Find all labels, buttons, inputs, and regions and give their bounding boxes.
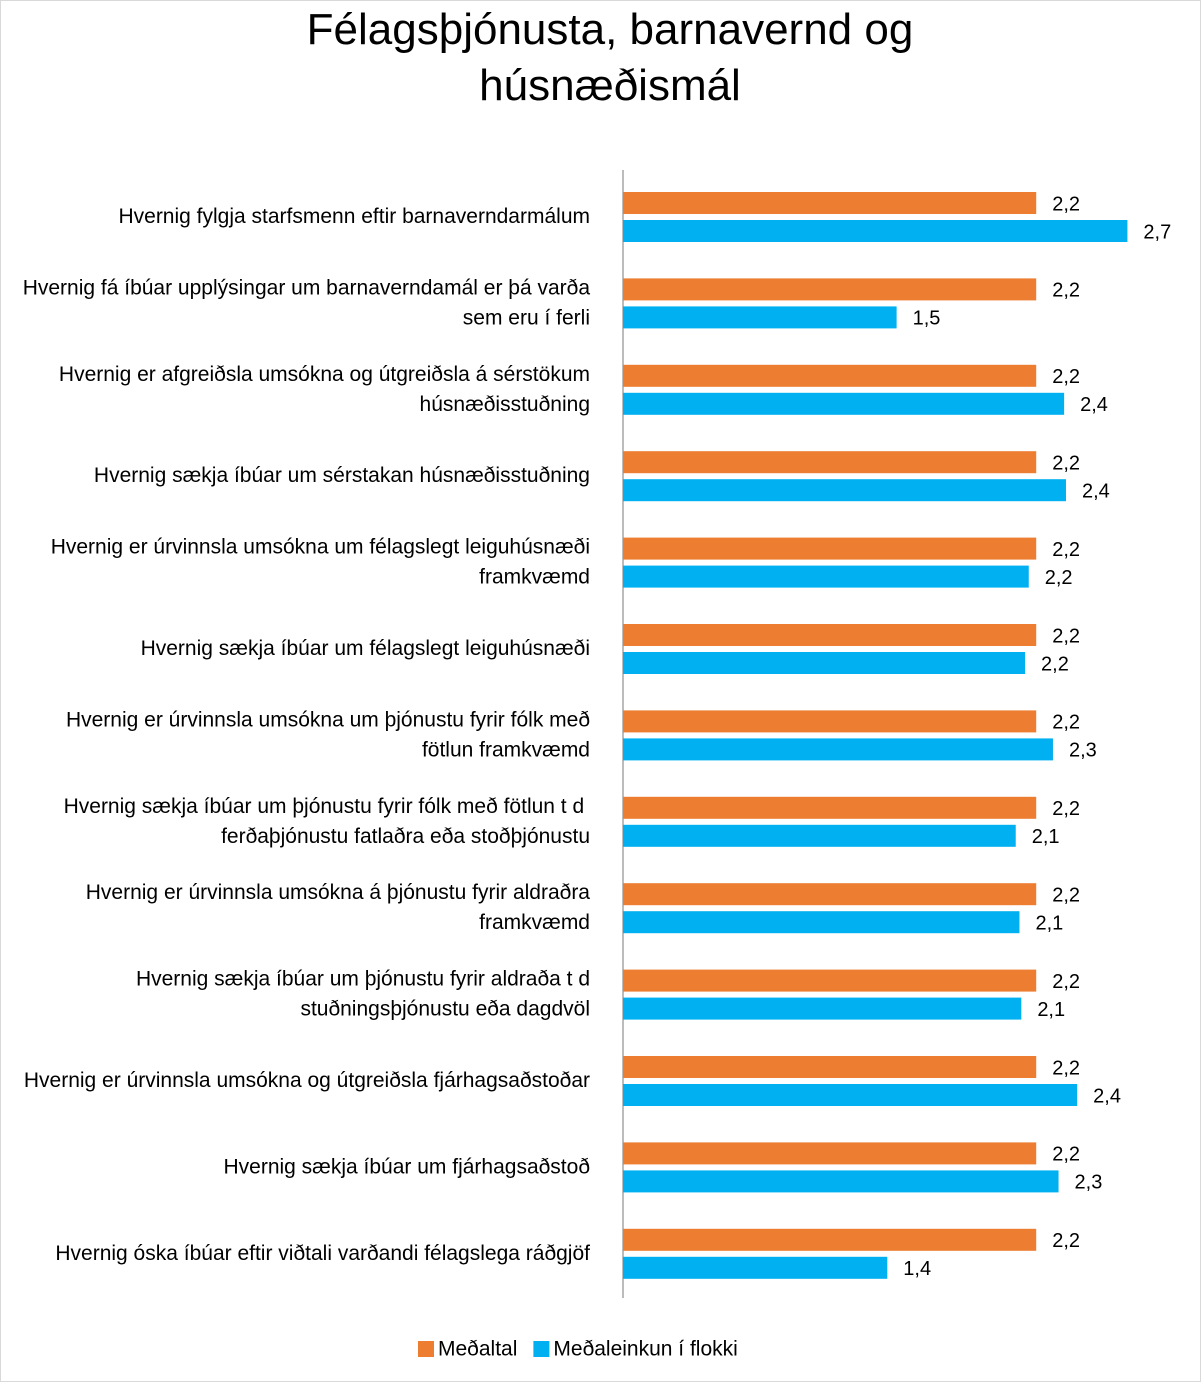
- category-label: Hvernig sækja íbúar um þjónustu fyrir al…: [136, 967, 590, 1020]
- bar: [623, 1056, 1037, 1078]
- value-label: 2,4: [1093, 1085, 1121, 1107]
- bar: [623, 220, 1128, 242]
- text-line: húsnæðisstuðning: [420, 392, 590, 415]
- bar: [623, 306, 897, 329]
- text-line: Hvernig er afgreiðsla umsókna og útgreið…: [59, 362, 590, 385]
- bar: [623, 1228, 1037, 1251]
- category-label: Hvernig er úrvinnsla umsókna um þjónustu…: [66, 708, 590, 761]
- category-label: Hvernig er úrvinnsla umsókna á þjónustu …: [86, 881, 591, 934]
- value-label: 2,2: [1045, 567, 1073, 589]
- value-label: 2,3: [1069, 740, 1097, 762]
- value-label: 2,2: [1052, 452, 1080, 474]
- category-label: Hvernig fylgja starfsmenn eftir barnaver…: [118, 205, 590, 228]
- text-line: stuðningsþjónustu eða dagdvöl: [300, 997, 590, 1020]
- chart-title: Félagsþjónusta, barnavernd og húsnæðismál: [307, 5, 914, 110]
- value-label: 2,2: [1052, 1230, 1080, 1252]
- bar: [623, 451, 1037, 474]
- category-label: Hvernig er afgreiðsla umsókna og útgreið…: [59, 362, 590, 415]
- value-label: 2,1: [1035, 912, 1063, 934]
- value-label: 1,4: [903, 1258, 931, 1280]
- legend-swatch: [533, 1341, 550, 1357]
- legend-label: Meðaltal: [438, 1338, 517, 1361]
- category-label: Hvernig er úrvinnsla umsókna og útgreiðs…: [24, 1069, 590, 1092]
- bar: [623, 1256, 888, 1279]
- text-line: Hvernig er úrvinnsla umsókna á þjónustu …: [86, 881, 591, 904]
- text-line: Hvernig fylgja starfsmenn eftir barnaver…: [118, 205, 590, 228]
- bar: [623, 364, 1037, 387]
- value-label: 2,2: [1052, 193, 1080, 215]
- text-line: Félagsþjónusta, barnavernd og: [307, 5, 914, 54]
- bar: [623, 738, 1053, 761]
- text-line: framkvæmd: [479, 565, 590, 588]
- text-line: Hvernig sækja íbúar um þjónustu fyrir al…: [136, 967, 590, 990]
- value-label: 2,3: [1075, 1172, 1103, 1194]
- text-line: Hvernig er úrvinnsla umsókna og útgreiðs…: [24, 1069, 590, 1092]
- bar: [623, 796, 1037, 819]
- bar: [623, 392, 1065, 415]
- bar: [623, 824, 1016, 847]
- value-label: 2,2: [1052, 1144, 1080, 1166]
- text-line: húsnæðismál: [479, 61, 741, 110]
- text-line: Hvernig er úrvinnsla umsókna um þjónustu…: [66, 708, 590, 731]
- category-label: Hvernig sækja íbúar um sérstakan húsnæði…: [94, 464, 590, 487]
- bar: [623, 1084, 1078, 1106]
- value-label: 2,1: [1032, 826, 1060, 848]
- value-label: 2,2: [1052, 798, 1080, 820]
- category-label: Hvernig sækja íbúar um þjónustu fyrir fó…: [64, 794, 590, 847]
- bar: [623, 1170, 1059, 1193]
- value-label: 2,1: [1037, 999, 1065, 1021]
- text-line: ferðaþjónustu fatlaðra eða stoðþjónustu: [221, 824, 590, 847]
- text-line: Hvernig sækja íbúar um þjónustu fyrir fó…: [64, 794, 590, 817]
- category-label: Hvernig sækja íbúar um félagslegt leiguh…: [141, 637, 590, 660]
- bar: [623, 192, 1037, 214]
- value-label: 2,2: [1052, 280, 1080, 302]
- value-label: 2,2: [1052, 366, 1080, 388]
- text-line: Hvernig fá íbúar upplýsingar um barnaver…: [23, 276, 591, 299]
- category-label: Hvernig sækja íbúar um fjárhagsaðstoð: [223, 1155, 590, 1178]
- legend-label: Meðaleinkun í flokki: [553, 1338, 737, 1361]
- bar: [623, 652, 1026, 674]
- bar: [623, 624, 1037, 646]
- text-line: framkvæmd: [479, 911, 590, 934]
- text-line: Hvernig sækja íbúar um fjárhagsaðstoð: [223, 1155, 590, 1178]
- category-label: Hvernig er úrvinnsla umsókna um félagsle…: [51, 535, 590, 588]
- text-line: Hvernig sækja íbúar um félagslegt leiguh…: [141, 637, 590, 660]
- bar: [623, 883, 1037, 906]
- value-label: 2,2: [1052, 884, 1080, 906]
- value-label: 1,5: [913, 308, 941, 330]
- text-line: fötlun framkvæmd: [422, 738, 590, 761]
- legend-swatch: [418, 1341, 434, 1357]
- value-label: 2,2: [1052, 712, 1080, 734]
- text-line: Hvernig sækja íbúar um sérstakan húsnæði…: [94, 464, 590, 487]
- category-label: Hvernig fá íbúar upplýsingar um barnaver…: [23, 276, 591, 329]
- text-line: sem eru í ferli: [463, 306, 590, 329]
- bar: [623, 278, 1037, 301]
- bar: [623, 1142, 1037, 1165]
- value-label: 2,2: [1052, 971, 1080, 993]
- value-label: 2,4: [1082, 480, 1110, 502]
- bar: [623, 710, 1037, 733]
- value-label: 2,2: [1041, 653, 1069, 675]
- bar: [623, 537, 1037, 560]
- bar: [623, 479, 1066, 502]
- bar: [623, 969, 1037, 992]
- category-label: Hvernig óska íbúar eftir viðtali varðand…: [55, 1241, 590, 1264]
- bar: [623, 911, 1020, 934]
- value-label: 2,7: [1143, 221, 1171, 243]
- text-line: Hvernig er úrvinnsla umsókna um félagsle…: [51, 535, 590, 558]
- value-label: 2,2: [1052, 1057, 1080, 1079]
- bar: [623, 997, 1022, 1020]
- text-line: Hvernig óska íbúar eftir viðtali varðand…: [55, 1241, 590, 1264]
- value-label: 2,2: [1052, 625, 1080, 647]
- value-label: 2,2: [1052, 539, 1080, 561]
- bar: [623, 565, 1029, 588]
- value-label: 2,4: [1080, 394, 1108, 416]
